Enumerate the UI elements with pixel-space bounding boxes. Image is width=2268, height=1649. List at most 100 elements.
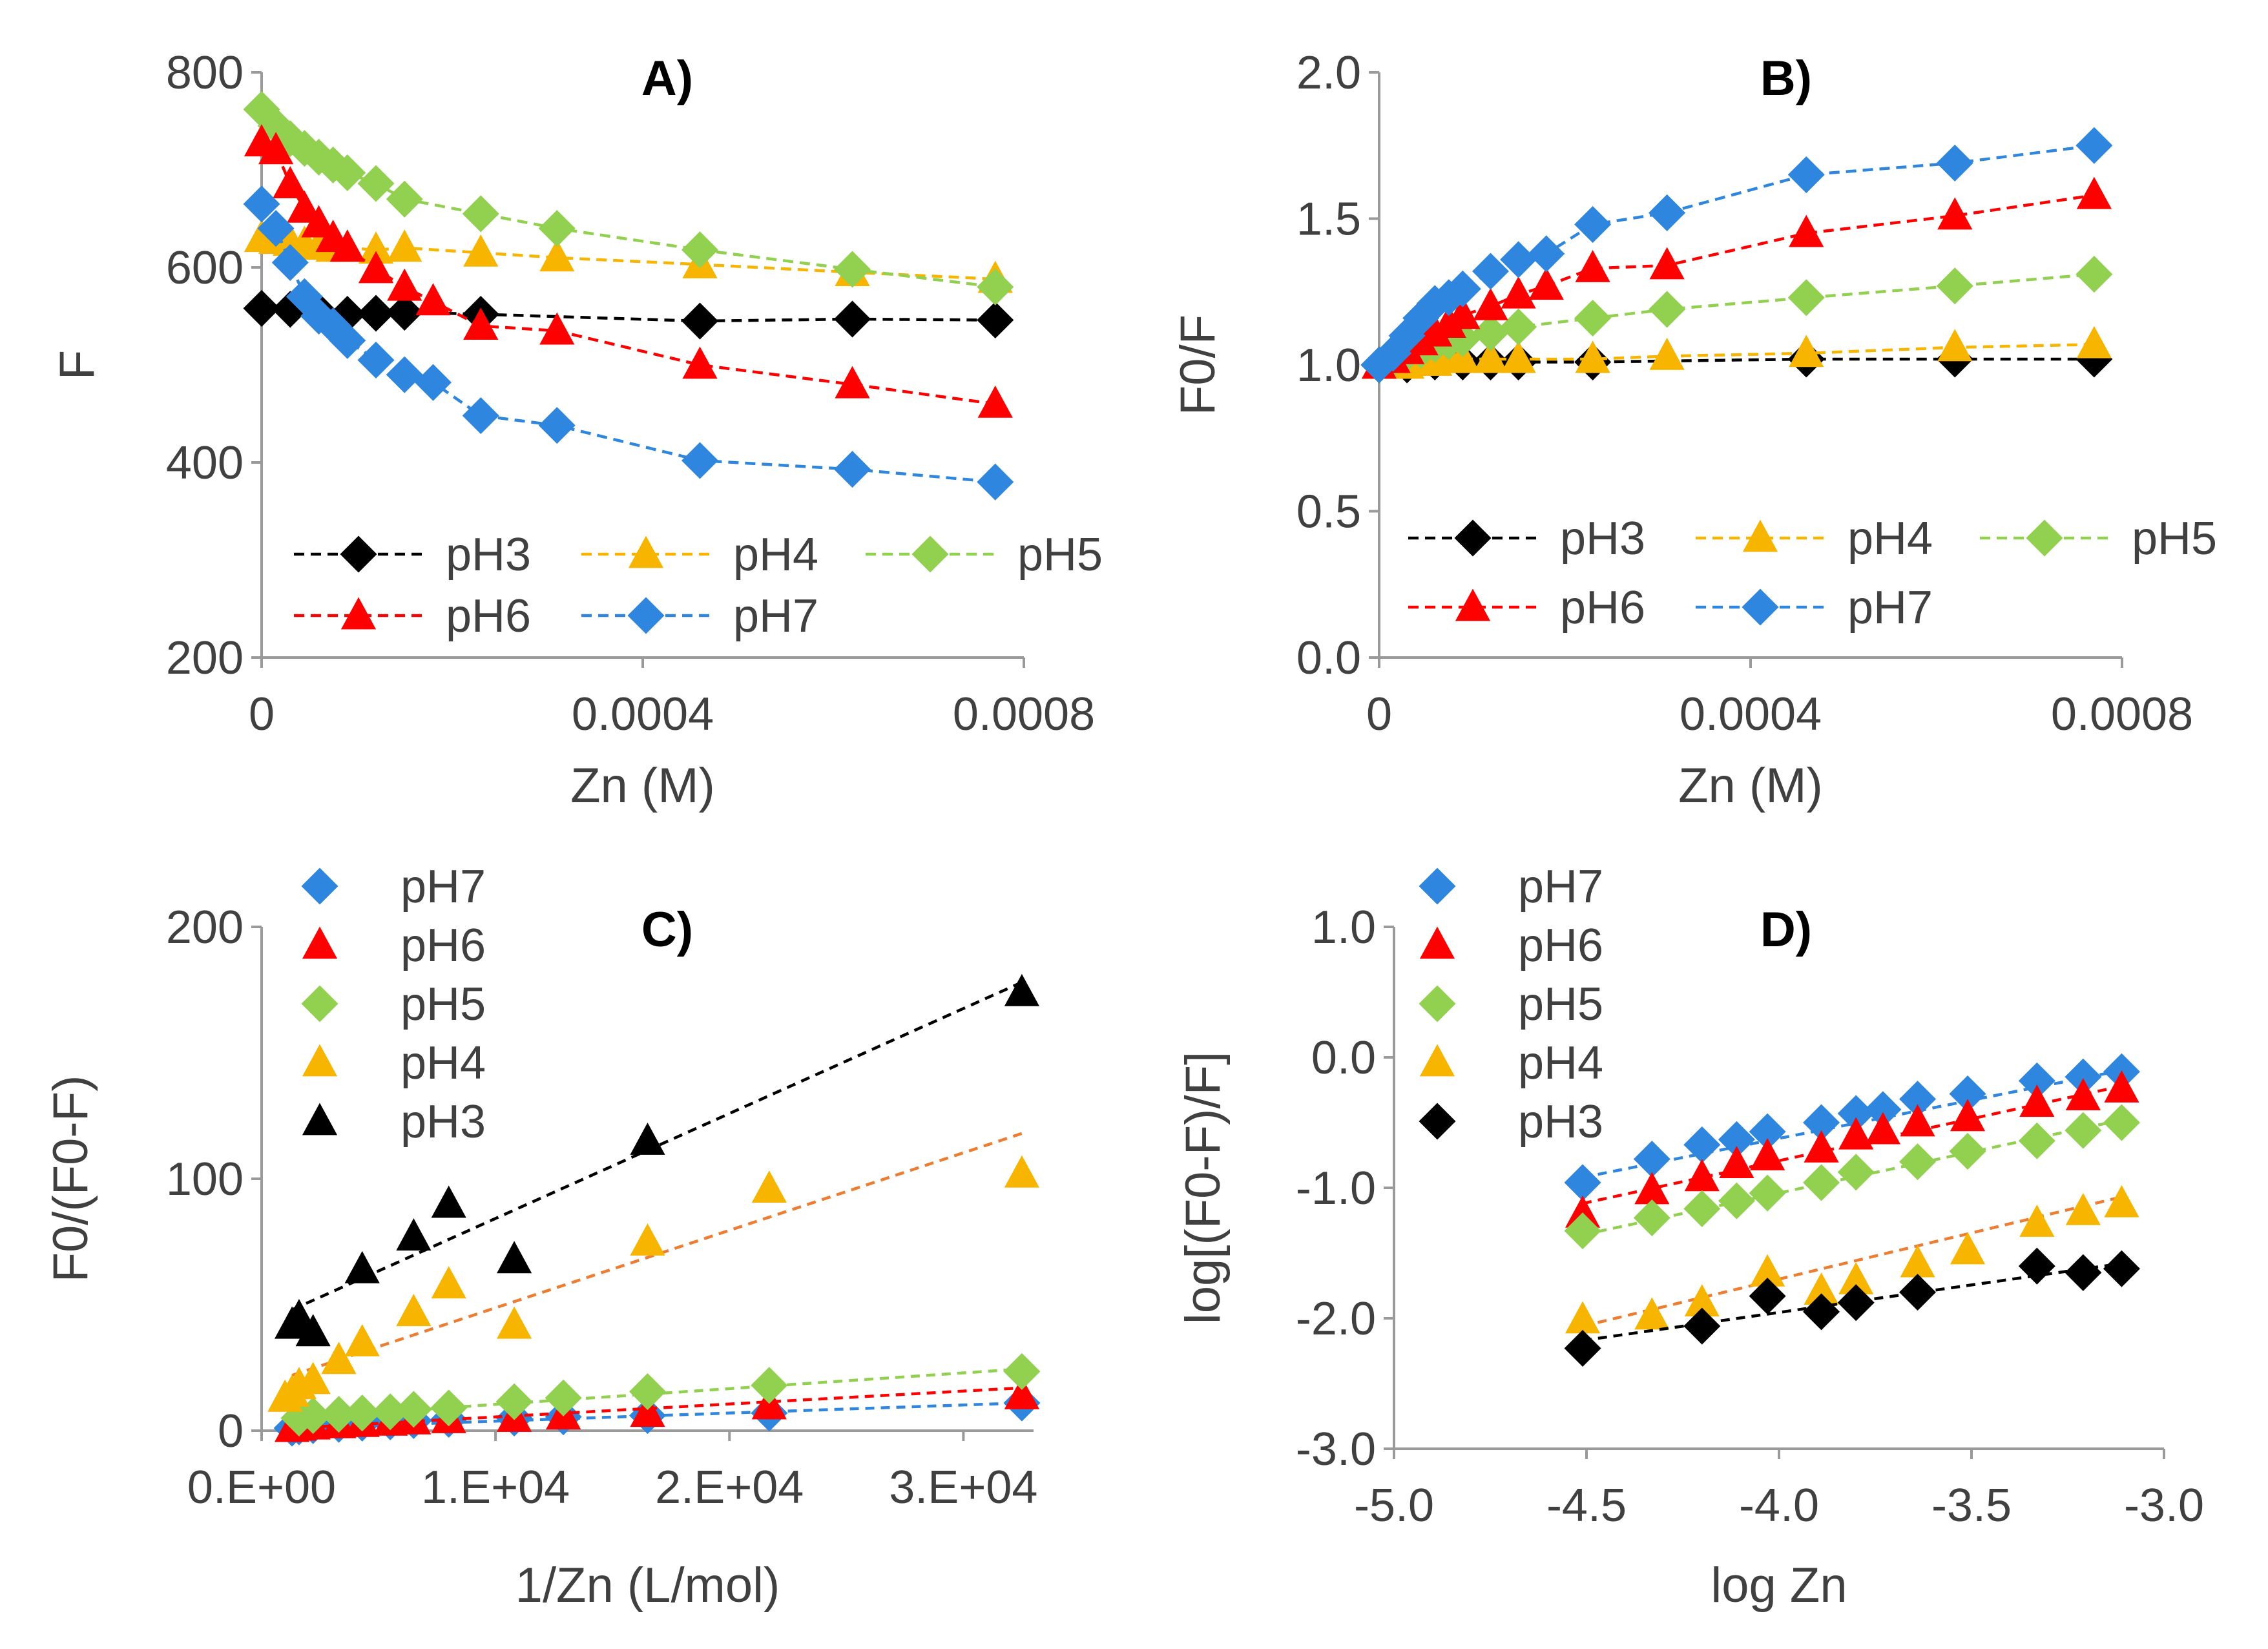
data-point [1949, 1132, 1986, 1170]
legend-label: pH5 [401, 979, 486, 1030]
x-tick-label: 0.E+00 [187, 1462, 336, 1513]
series-ph6 [274, 1376, 1039, 1442]
legend-marker [301, 985, 338, 1022]
panel-label: B) [1760, 51, 1812, 106]
y-tick-label: 2.0 [1296, 47, 1361, 99]
x-tick-label: 2.E+04 [655, 1462, 804, 1513]
data-point [1718, 1182, 1755, 1219]
data-point [320, 1396, 358, 1433]
y-tick-label: 200 [166, 632, 244, 684]
data-point [273, 166, 308, 199]
legend-item-ph3: pH3 [294, 529, 531, 581]
data-point [1683, 1190, 1721, 1227]
legend-item-ph6: pH6 [1408, 582, 1645, 634]
data-point [2065, 1192, 2101, 1225]
data-point [1528, 235, 1565, 273]
data-point [977, 268, 1014, 306]
panel-d: -3.0 -2.0 -1.0 0.0 1.0 -5.0 -4.5 -4.0 -3.5 -3.0 lo… [1176, 861, 2204, 1613]
data-point [1865, 1112, 1901, 1145]
y-tick-label: 0 [218, 1405, 244, 1457]
data-point [496, 1306, 532, 1339]
data-point [358, 251, 394, 284]
data-point [1473, 340, 1508, 373]
data-point [1501, 340, 1536, 373]
data-point [2018, 1122, 2055, 1159]
data-point [1684, 1159, 1720, 1192]
data-point [329, 229, 365, 262]
legend-item-ph5: pH5 [1980, 513, 2217, 565]
legend-label: pH5 [2132, 513, 2217, 565]
series-ph3 [274, 973, 1039, 1347]
data-point [496, 1241, 532, 1274]
data-point [2065, 1112, 2102, 1149]
data-point [1787, 156, 1825, 194]
legend-label: pH4 [1518, 1037, 1603, 1089]
panel-label: D) [1760, 902, 1812, 957]
legend-marker [1419, 867, 1456, 905]
data-point [344, 1395, 381, 1432]
legend-item-ph3: pH3 [1419, 1096, 1603, 1148]
data-point [1649, 337, 1685, 370]
data-point [2104, 1185, 2139, 1218]
legend-label: pH5 [1017, 529, 1103, 581]
data-point [681, 231, 719, 269]
data-point [463, 307, 499, 340]
data-point [1575, 249, 1610, 282]
data-point [2019, 1084, 2055, 1117]
data-point [2076, 176, 2112, 209]
trend-line [291, 1132, 1023, 1377]
legend-marker [302, 1103, 338, 1136]
legend-item-ph6: pH6 [302, 920, 486, 971]
data-point [1864, 1091, 1902, 1128]
series-ph5 [280, 1353, 1041, 1437]
y-tick-label: -2.0 [1296, 1293, 1376, 1345]
y-tick-label: -1.0 [1296, 1163, 1376, 1214]
data-point [977, 463, 1014, 501]
legend-marker [2026, 519, 2063, 557]
x-tick-label: 1.E+04 [421, 1462, 570, 1513]
data-point [1789, 214, 1824, 247]
data-point [1899, 1081, 1937, 1118]
x-tick-label: -3.5 [1931, 1480, 2012, 1531]
data-point [1803, 1104, 1840, 1141]
legend-item-ph5: pH5 [1419, 979, 1603, 1030]
data-point [1749, 1113, 1786, 1150]
data-point [414, 364, 452, 401]
data-point [1937, 197, 1973, 230]
legend-item-ph7: pH7 [1696, 582, 1933, 634]
legend-item-ph4: pH4 [581, 529, 818, 581]
data-point [2104, 1070, 2139, 1103]
data-point [301, 205, 337, 238]
data-point [2076, 326, 2112, 358]
data-point [1787, 279, 1825, 316]
series-ph5 [1564, 1104, 2140, 1250]
y-tick-label: 0.0 [1296, 632, 1361, 684]
data-point [286, 130, 323, 167]
legend-marker [628, 535, 664, 568]
data-point [295, 1314, 331, 1347]
data-point [1837, 1154, 1875, 1191]
data-point [1789, 335, 1824, 368]
series-line [1379, 343, 2094, 367]
x-tick-label: 0 [249, 689, 275, 740]
data-point [371, 1393, 409, 1431]
y-tick-label: 200 [166, 902, 244, 953]
x-tick-label: 3.E+04 [889, 1462, 1037, 1513]
data-point [1838, 1117, 1874, 1150]
legend-marker [1419, 1103, 1456, 1140]
legend: pH3 pH4 pH5 pH6 pH7 [294, 529, 1103, 642]
legend-marker [301, 867, 338, 905]
data-point [271, 120, 309, 158]
data-point [1803, 1293, 1840, 1331]
legend-label: pH6 [1518, 920, 1603, 971]
data-point [431, 1185, 466, 1218]
data-point [1950, 1099, 1986, 1132]
data-point [1937, 329, 1973, 362]
data-point [2076, 127, 2113, 164]
data-point [1683, 1126, 1721, 1163]
data-point [1950, 1232, 1986, 1265]
legend-label: pH3 [446, 529, 531, 581]
data-point [431, 1266, 466, 1299]
legend-label: pH7 [401, 861, 486, 913]
data-point [396, 1294, 432, 1327]
